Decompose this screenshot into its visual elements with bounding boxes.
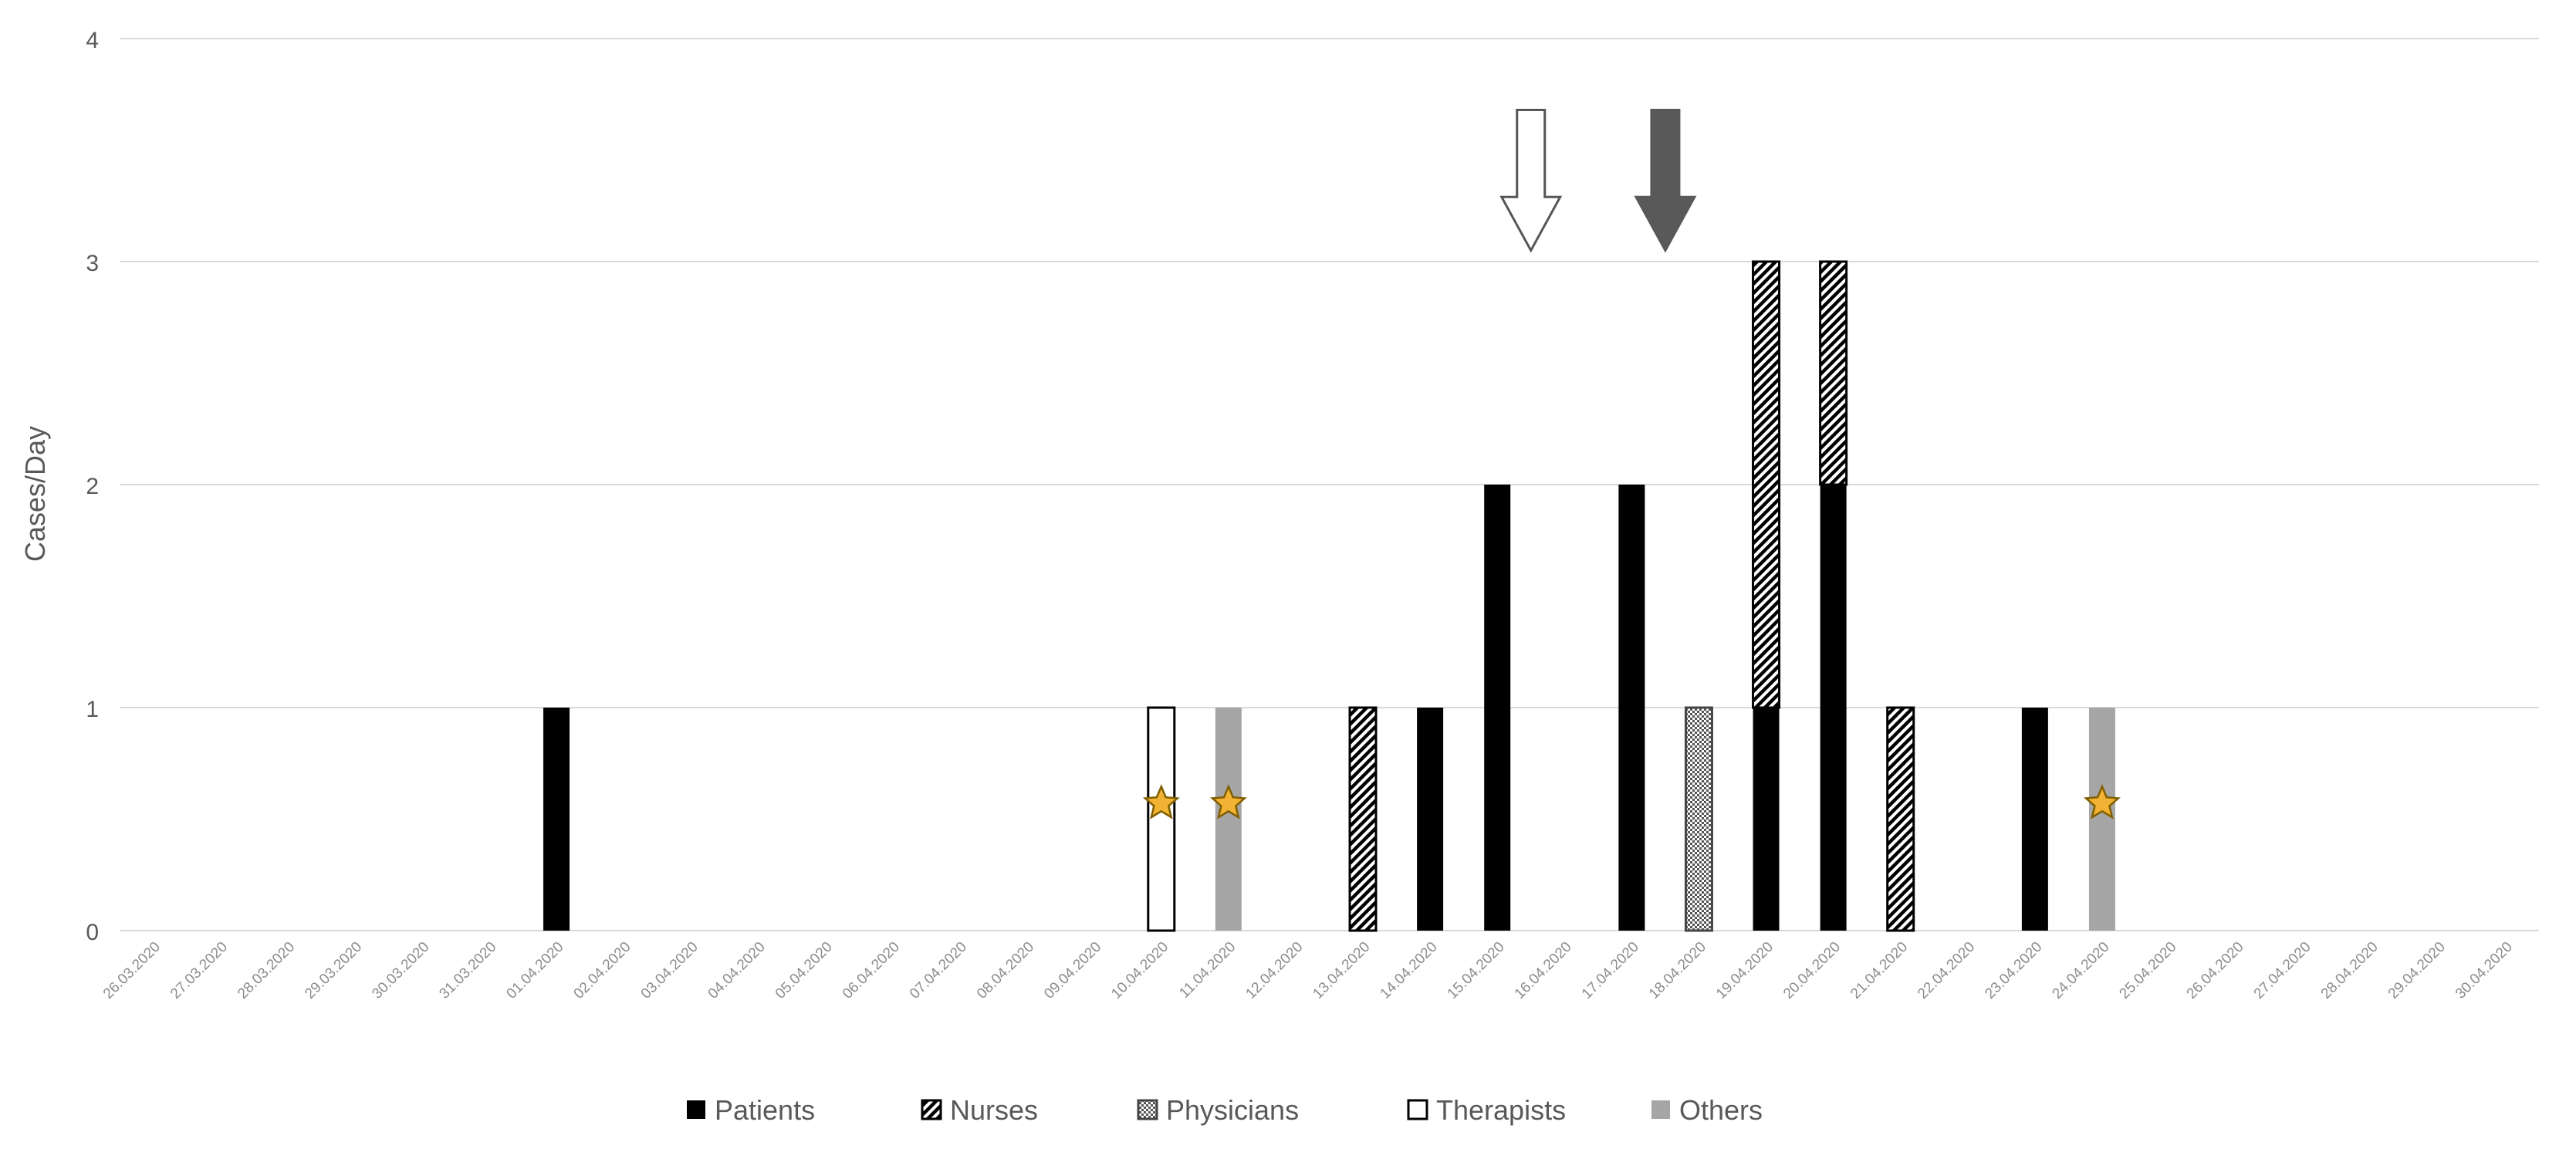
x-tick-label: 17.04.2020 [1579, 939, 1642, 1002]
bar-others [1215, 708, 1242, 931]
legend: Patients Nurses Physicians Therapists Others [687, 1094, 1763, 1126]
star-markers [1142, 784, 2121, 820]
x-tick-label: 09.04.2020 [1041, 939, 1104, 1002]
x-tick-label: 20.04.2020 [1780, 939, 1844, 1002]
x-tick-label: 14.04.2020 [1378, 939, 1441, 1002]
legend-swatch-therapists [1407, 1099, 1428, 1120]
x-tick-label: 27.04.2020 [2251, 939, 2314, 1002]
x-tick-label: 29.04.2020 [2385, 939, 2449, 1002]
bar-nurses [1819, 260, 1848, 486]
y-tick-label: 4 [86, 28, 99, 53]
x-tick-label: 18.04.2020 [1646, 939, 1709, 1002]
x-tick-label: 13.04.2020 [1310, 939, 1373, 1002]
x-tick-label: 28.04.2020 [2318, 939, 2382, 1002]
x-tick-label: 27.03.2020 [167, 939, 231, 1002]
y-axis-ticks: 0 1 2 3 4 [86, 28, 99, 945]
x-tick-label: 15.04.2020 [1445, 939, 1508, 1002]
bar-patients [543, 708, 570, 931]
y-tick-label: 0 [86, 920, 99, 945]
x-tick-label: 26.03.2020 [100, 939, 164, 1002]
x-tick-label: 03.04.2020 [638, 939, 701, 1002]
x-tick-label: 22.04.2020 [1915, 939, 1978, 1002]
star-marker [2083, 784, 2121, 820]
hollow-arrow-marker [1499, 108, 1563, 253]
bar-patients [1753, 708, 1780, 931]
bar-patients [2021, 708, 2048, 931]
star-marker [1209, 784, 1247, 820]
y-tick-label: 3 [86, 251, 99, 276]
x-tick-label: 08.04.2020 [974, 939, 1037, 1002]
x-tick-label: 28.03.2020 [235, 939, 298, 1002]
x-tick-label: 25.04.2020 [2116, 939, 2179, 1002]
x-tick-label: 10.04.2020 [1108, 939, 1171, 1002]
bar-nurses [1886, 706, 1915, 932]
x-tick-label: 11.04.2020 [1176, 939, 1239, 1002]
bar-nurses [1752, 260, 1781, 709]
bar-patients [1417, 708, 1444, 931]
x-tick-label: 19.04.2020 [1713, 939, 1776, 1002]
x-tick-label: 30.04.2020 [2453, 939, 2516, 1002]
gridlines [120, 38, 2539, 931]
x-tick-label: 29.03.2020 [302, 939, 365, 1002]
bar-patients [1618, 485, 1645, 931]
x-tick-label: 02.04.2020 [571, 939, 634, 1002]
y-axis-label: Cases/Day [19, 426, 51, 562]
x-tick-label: 24.04.2020 [2049, 939, 2112, 1002]
arrow-markers [1499, 108, 1697, 253]
bar-patients [1484, 485, 1511, 931]
legend-swatch-patients [687, 1100, 705, 1119]
y-tick-label: 1 [86, 697, 99, 722]
x-tick-label: 31.03.2020 [436, 939, 499, 1002]
legend-label-patients: Patients [715, 1094, 815, 1126]
x-axis-ticks: 26.03.2020 27.03.2020 28.03.2020 29.03.2020… [100, 939, 2516, 1002]
x-tick-label: 26.04.2020 [2184, 939, 2247, 1002]
bar-others [2088, 708, 2115, 931]
filled-arrow-marker [1634, 108, 1697, 253]
legend-label-physicians: Physicians [1166, 1094, 1299, 1126]
x-tick-label: 04.04.2020 [705, 939, 769, 1002]
x-tick-label: 21.04.2020 [1847, 939, 1911, 1002]
x-tick-label: 30.03.2020 [369, 939, 432, 1002]
legend-label-therapists: Therapists [1436, 1094, 1566, 1126]
bar-therapists [1147, 706, 1176, 932]
x-tick-label: 05.04.2020 [772, 939, 836, 1002]
bar-physicians [1684, 706, 1713, 932]
y-tick-label: 2 [86, 474, 99, 499]
x-tick-label: 07.04.2020 [907, 939, 970, 1002]
x-tick-label: 16.04.2020 [1512, 939, 1575, 1002]
legend-label-nurses: Nurses [950, 1094, 1038, 1126]
bars [543, 260, 2115, 932]
bar-nurses [1348, 706, 1378, 932]
bar-patients [1820, 485, 1847, 931]
x-tick-label: 12.04.2020 [1242, 939, 1306, 1002]
x-tick-label: 06.04.2020 [840, 939, 903, 1002]
legend-label-others: Others [1679, 1094, 1763, 1126]
legend-swatch-others [1651, 1100, 1670, 1119]
star-marker [1142, 784, 1180, 820]
x-tick-label: 01.04.2020 [503, 939, 566, 1002]
legend-swatch-nurses [921, 1099, 942, 1120]
legend-swatch-physicians [1137, 1099, 1158, 1120]
x-tick-label: 23.04.2020 [1982, 939, 2045, 1002]
